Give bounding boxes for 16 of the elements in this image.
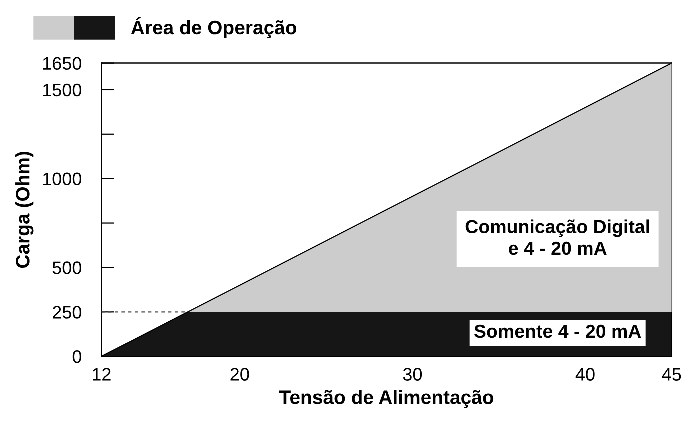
y-tick-label: 1000 (43, 172, 82, 186)
y-tick-label: 1650 (43, 57, 82, 70)
y-tick-label: 500 (52, 262, 82, 274)
x-tick-label: 20 (230, 368, 250, 381)
y-tick-label: 1500 (43, 84, 82, 97)
x-axis-title: Tensão de Alimentação (279, 390, 494, 408)
legend-label: Área de Operação (131, 17, 297, 39)
x-tick-label: 30 (403, 368, 422, 381)
annotation: Comunicação Digital e 4 - 20 mA (466, 220, 650, 256)
x-tick-label: 40 (576, 368, 595, 381)
x-tick-label: 12 (93, 368, 111, 381)
annotation: Somente 4 - 20 mA (474, 324, 642, 338)
y-axis-title: Carga (Ohm) (16, 152, 34, 268)
x-tick-label: 45 (662, 368, 682, 381)
y-tick-label: 250 (53, 306, 82, 319)
y-tick-label: 0 (72, 350, 82, 364)
